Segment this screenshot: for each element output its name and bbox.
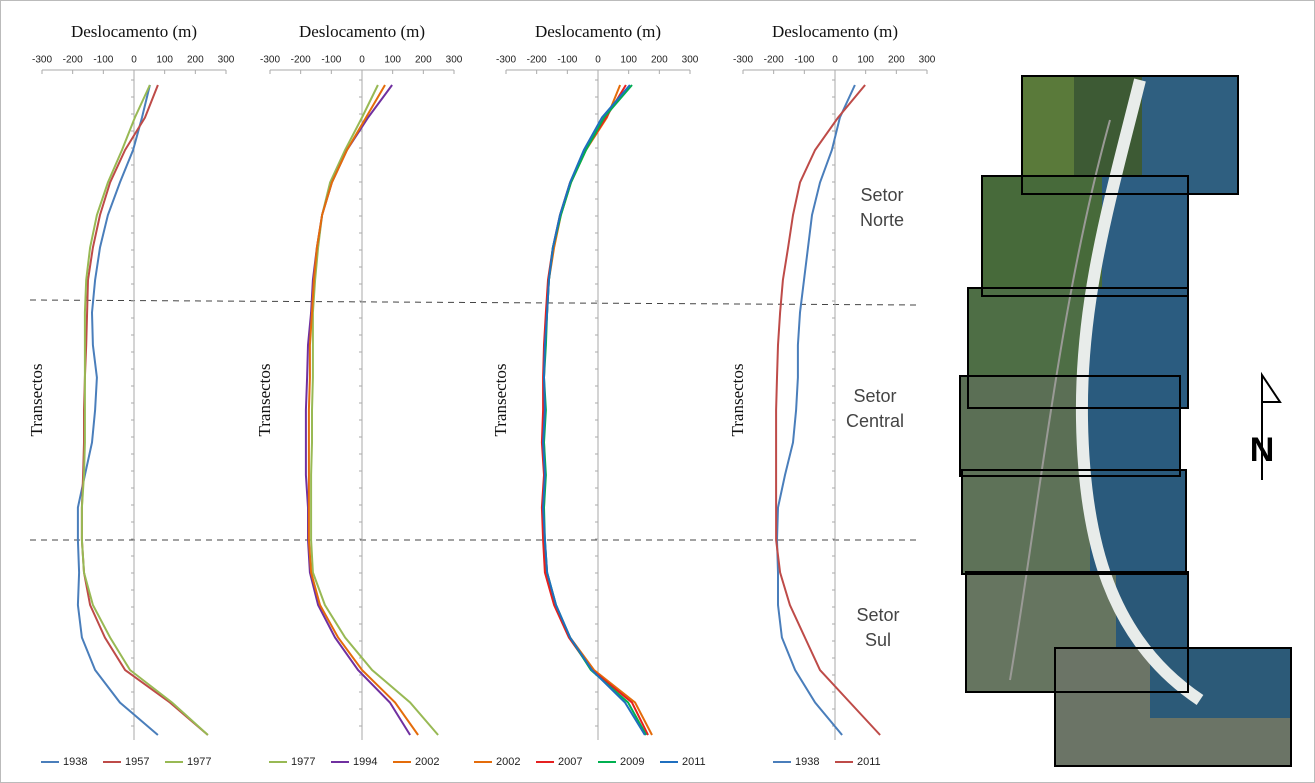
x-tick-label: 0 — [131, 55, 137, 66]
series-line — [540, 84, 649, 736]
legend-label: 1977 — [291, 756, 315, 768]
series-line — [310, 84, 439, 736]
y-axis-label: Transectos — [491, 363, 510, 436]
legend-label: 2007 — [558, 756, 582, 768]
x-tick-label: -100 — [93, 55, 113, 66]
x-tick-label: -200 — [291, 55, 311, 66]
legend-label: 2002 — [496, 756, 520, 768]
sector-label: Setor — [853, 386, 896, 406]
legend-label: 1977 — [187, 756, 211, 768]
x-tick-label: 0 — [832, 55, 838, 66]
x-tick-label: 300 — [682, 55, 699, 66]
x-tick-label: 300 — [446, 55, 463, 66]
y-axis-label: Transectos — [27, 363, 46, 436]
north-label: N — [1250, 431, 1275, 469]
chart-title: Deslocamento (m) — [535, 22, 661, 41]
x-tick-label: 0 — [359, 55, 365, 66]
sector-label: Sul — [865, 630, 891, 650]
legend-label: 2009 — [620, 756, 644, 768]
x-tick-label: 100 — [857, 55, 874, 66]
series-line — [775, 84, 856, 736]
chart-title: Deslocamento (m) — [299, 22, 425, 41]
x-tick-label: 300 — [919, 55, 936, 66]
north-arrow — [1261, 371, 1282, 480]
x-tick-label: 300 — [218, 55, 235, 66]
x-tick-label: -100 — [321, 55, 341, 66]
legend-label: 1957 — [125, 756, 149, 768]
chart-title: Deslocamento (m) — [772, 22, 898, 41]
x-tick-label: -300 — [496, 55, 516, 66]
legend-label: 1994 — [353, 756, 377, 768]
y-axis-label: Transectos — [255, 363, 274, 436]
series-line — [80, 84, 209, 736]
series-line — [542, 84, 646, 736]
x-tick-label: 100 — [156, 55, 173, 66]
x-tick-label: -300 — [733, 55, 753, 66]
x-tick-label: -200 — [63, 55, 83, 66]
x-tick-label: 100 — [384, 55, 401, 66]
x-tick-label: 200 — [888, 55, 905, 66]
legend-label: 1938 — [795, 756, 819, 768]
x-tick-label: -100 — [557, 55, 577, 66]
sector-dividers — [29, 299, 921, 541]
x-tick-label: 200 — [415, 55, 432, 66]
legend-label: 2002 — [415, 756, 439, 768]
chart-title: Deslocamento (m) — [71, 22, 197, 41]
series-line — [307, 84, 419, 736]
x-tick-label: -300 — [32, 55, 52, 66]
legend-label: 2011 — [682, 756, 706, 768]
sector-label: Central — [846, 411, 904, 431]
sector-label: Norte — [860, 210, 904, 230]
series-line — [80, 84, 209, 736]
legend-label: 2011 — [857, 756, 881, 768]
x-tick-label: 200 — [651, 55, 668, 66]
sector-label: Setor — [860, 185, 903, 205]
series-line — [304, 84, 411, 736]
x-tick-label: -300 — [260, 55, 280, 66]
x-tick-label: -200 — [764, 55, 784, 66]
series-line — [76, 84, 159, 736]
legend-label: 1938 — [63, 756, 87, 768]
aerial-image — [959, 75, 1292, 767]
x-tick-label: 0 — [595, 55, 601, 66]
x-tick-label: -100 — [794, 55, 814, 66]
series-line — [775, 84, 881, 736]
sector-label: Setor — [856, 605, 899, 625]
x-tick-label: 100 — [620, 55, 637, 66]
y-axis-label: Transectos — [728, 363, 747, 436]
x-tick-label: 200 — [187, 55, 204, 66]
x-tick-label: -200 — [527, 55, 547, 66]
